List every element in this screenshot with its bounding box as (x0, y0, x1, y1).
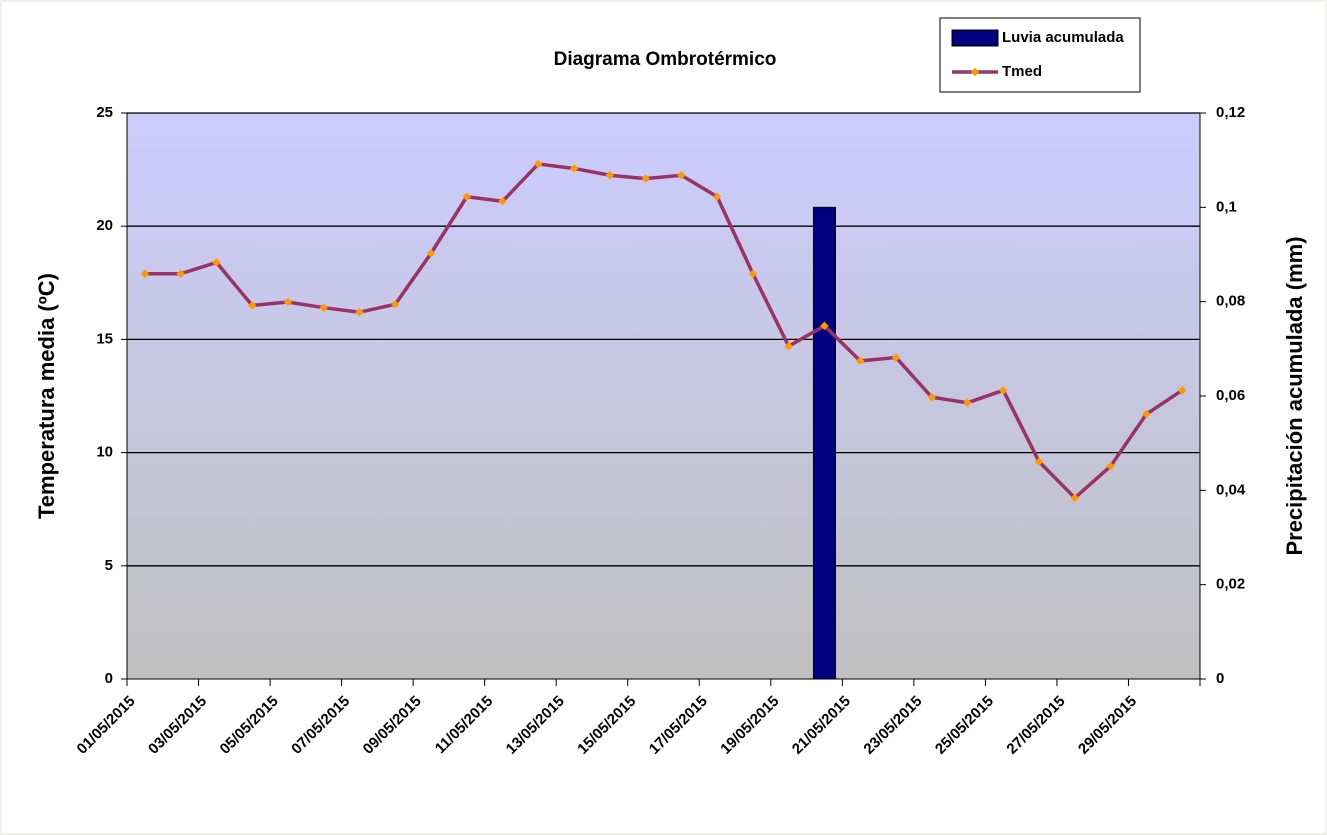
line (144, 162, 1184, 501)
marker (927, 392, 936, 402)
y-tick-label: 10 (96, 444, 113, 461)
marker (891, 353, 901, 362)
legend-label: Luvia acumulada (1002, 29, 1124, 46)
marker (283, 297, 293, 307)
marker (1106, 461, 1115, 471)
marker (462, 192, 472, 202)
plot-area (127, 113, 1200, 679)
marker (1142, 409, 1151, 419)
legend-swatch (951, 29, 999, 47)
y2-tick-label: 0,08 (1216, 293, 1245, 310)
y2-tick-label: 0,02 (1216, 576, 1245, 593)
marker (391, 300, 400, 309)
y2-axis-title: Precipitación acumulada (mm) (1282, 236, 1307, 555)
y-tick-label: 5 (105, 557, 113, 574)
marker (319, 303, 328, 312)
marker (999, 386, 1008, 395)
y2-tick-label: 0,1 (1216, 198, 1237, 215)
marker (784, 341, 793, 351)
marker (1034, 457, 1044, 466)
y2-tick-label: 0,06 (1216, 387, 1245, 404)
marker (498, 197, 507, 206)
y-tick-label: 15 (96, 330, 113, 347)
y-tick-label: 25 (96, 104, 113, 121)
y-tick-label: 20 (96, 217, 113, 234)
marker (247, 301, 257, 310)
marker (176, 269, 185, 278)
marker (426, 249, 436, 258)
marker (748, 269, 758, 278)
marker (963, 398, 972, 408)
legend-label: Tmed (1002, 63, 1042, 80)
y-axis-title: Temperatura media (ºC) (34, 273, 59, 519)
marker (1177, 386, 1187, 395)
marker (855, 356, 865, 366)
y2-tick-label: 0,12 (1216, 104, 1245, 121)
y2-tick-label: 0,04 (1216, 481, 1246, 498)
bar (812, 206, 836, 680)
y-tick-label: 0 (105, 670, 113, 687)
y2-tick-label: 0 (1216, 670, 1224, 687)
marker (140, 269, 150, 278)
chart-title: Diagrama Ombrotérmico (554, 49, 777, 70)
marker (1070, 493, 1080, 503)
marker (820, 321, 829, 331)
marker (212, 258, 221, 267)
marker (355, 307, 364, 317)
